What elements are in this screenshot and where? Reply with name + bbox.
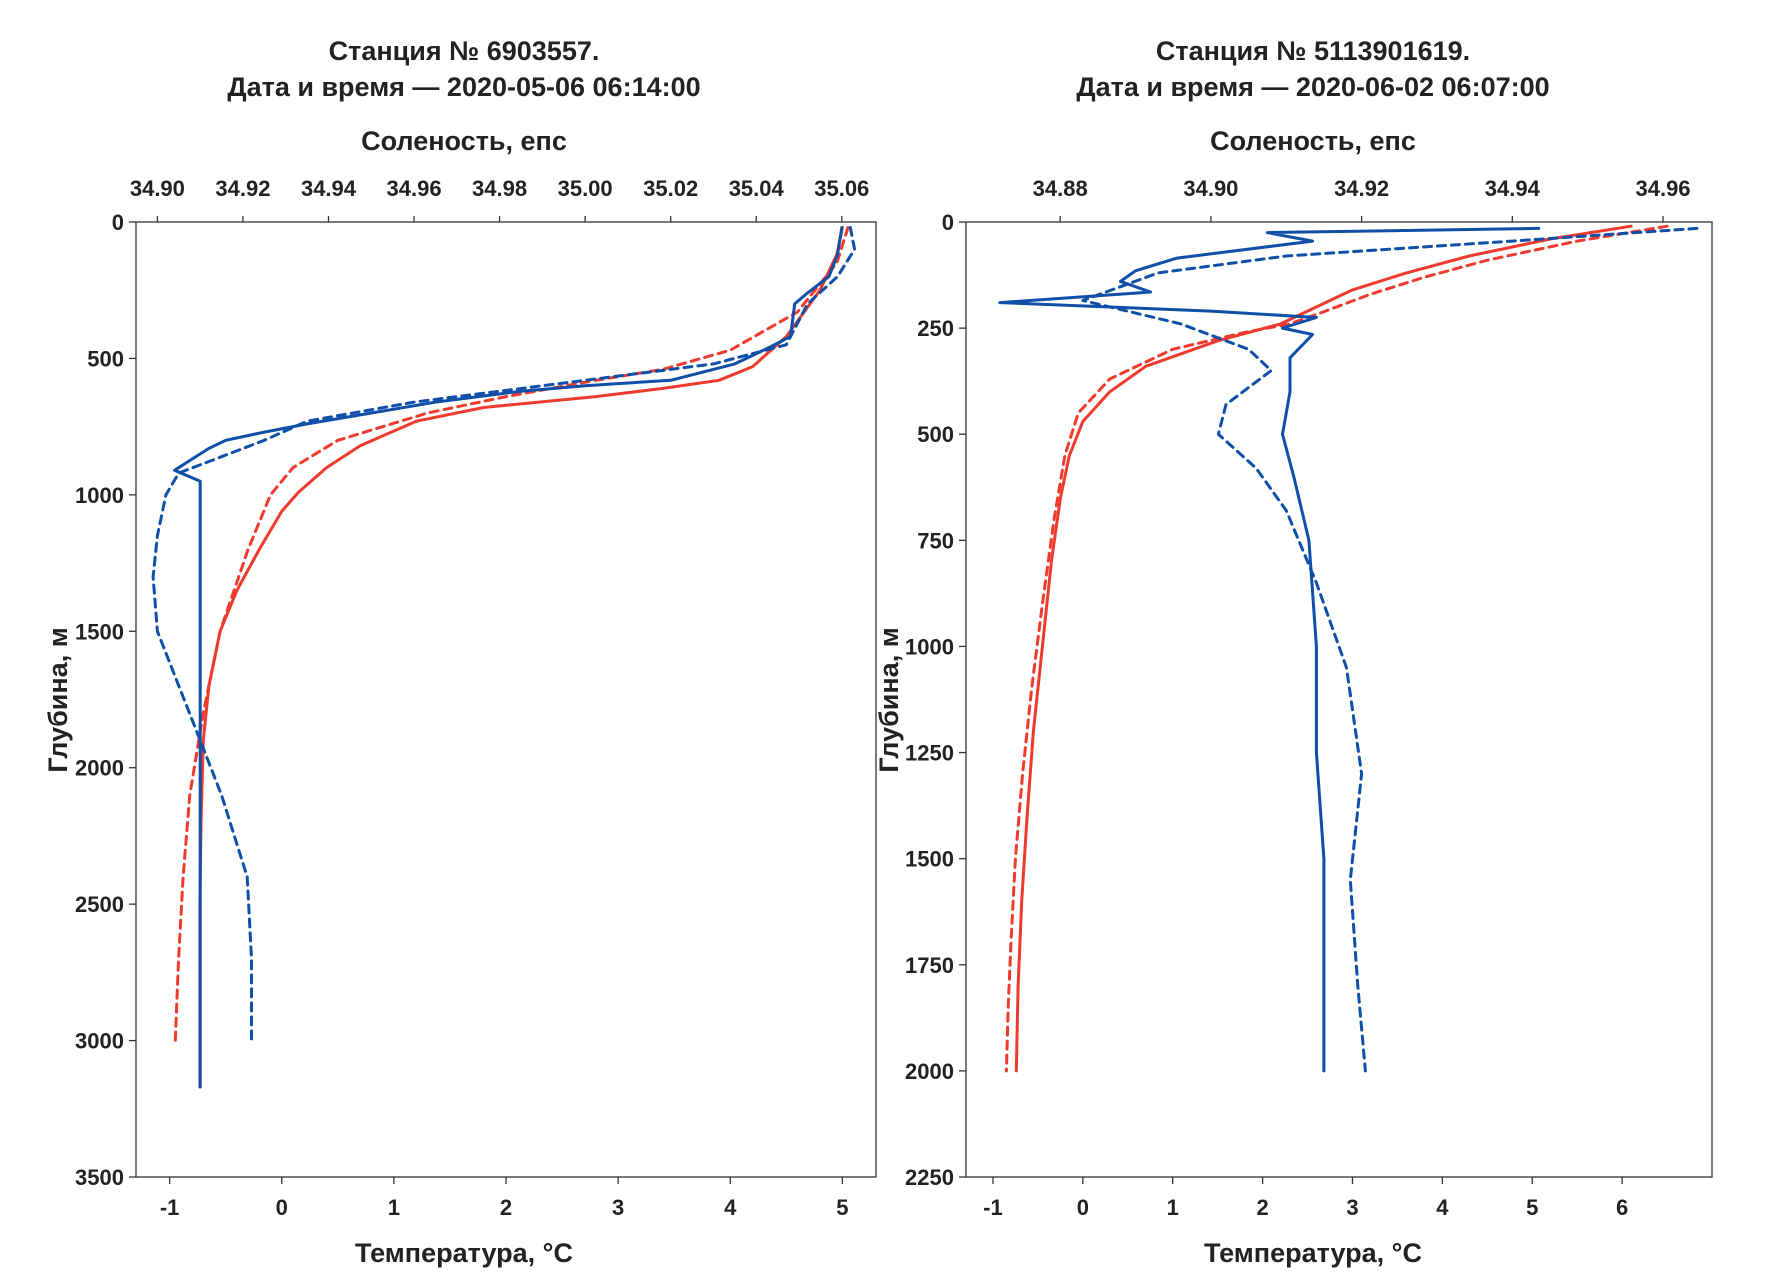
chart-right-series (998, 224, 1699, 1073)
chart-left-depth-tick-label: 1000 (75, 483, 124, 508)
chart-right-plot-frame (965, 221, 1713, 1178)
chart-right-title-line2: Дата и время — 2020-06-02 06:07:00 (1076, 72, 1549, 102)
chart-right-depth-tick-label: 2250 (905, 1165, 954, 1190)
chart-right-depth-tick-label: 1500 (905, 847, 954, 872)
chart-left-title-line1: Станция № 6903557. (329, 36, 600, 66)
chart-left-salinity-tick-label: 35.02 (643, 176, 698, 201)
chart-left-temperature-tick-label: 4 (724, 1195, 737, 1220)
chart-left-ticks: 0 500 1000 1500 2000 2500 3000 3500 -1 0 1 2 3 4 5 34.9… (75, 176, 869, 1220)
chart-right-depth-tick-label: 1000 (905, 634, 954, 659)
chart-left-series (151, 226, 857, 1089)
chart-left-depth-tick-label: 3000 (75, 1029, 124, 1054)
chart-right-depth-tick-label: 2000 (905, 1059, 954, 1084)
chart-right-depth-axis-label: Глубина, м (874, 627, 904, 772)
chart-right-salinity-tick-label: 34.96 (1635, 176, 1690, 201)
chart-right-temperature-tick-label: 5 (1526, 1195, 1538, 1220)
chart-right-ticks: 0 250 500 750 1000 1250 1500 1750 2000 2250 -1 0 1 2 3… (905, 176, 1691, 1220)
chart-left-temperature-tick-label: 1 (388, 1195, 400, 1220)
chart-right-temperature-tick-label: 0 (1077, 1195, 1089, 1220)
chart-left-salinity-dashed-line (151, 226, 857, 1045)
chart-left-temperature-axis-label: Температура, °C (355, 1238, 573, 1268)
chart-left-temperature-tick-label: 2 (500, 1195, 512, 1220)
chart-left-depth-tick-label: 1500 (75, 619, 124, 644)
chart-right-depth-tick-label: 0 (942, 210, 954, 235)
chart-left-temperature-tick-label: -1 (160, 1195, 180, 1220)
chart-left-plot-frame (135, 221, 877, 1178)
chart-left-depth-tick-label: 2000 (75, 756, 124, 781)
chart-left-temperature-tick-label: 5 (836, 1195, 848, 1220)
chart-right-salinity-dashed-line (1081, 226, 1699, 1073)
chart-left-temperature-tick-label: 3 (612, 1195, 624, 1220)
chart-right-title-line1: Станция № 5113901619. (1156, 36, 1470, 66)
chart-right-temperature-tick-label: 2 (1256, 1195, 1268, 1220)
chart-left-salinity-tick-label: 34.94 (301, 176, 357, 201)
chart-left-depth-tick-label: 0 (112, 210, 124, 235)
chart-right-salinity-axis-label: Соленость, епс (1210, 126, 1416, 156)
chart-right-temperature-tick-label: 6 (1616, 1195, 1628, 1220)
chart-left: Станция № 6903557. Дата и время — 2020-0… (43, 36, 877, 1268)
chart-left-salinity-tick-label: 35.00 (558, 176, 613, 201)
chart-left-temperature-tick-label: 0 (276, 1195, 288, 1220)
chart-left-depth-tick-label: 500 (87, 346, 124, 371)
chart-left-depth-axis-label: Глубина, м (43, 627, 73, 772)
chart-right-depth-tick-label: 500 (917, 422, 954, 447)
chart-left-salinity-tick-label: 34.92 (215, 176, 270, 201)
chart-right-temperature-solid-line (1014, 224, 1633, 1073)
chart-left-salinity-solid-line (173, 226, 844, 1089)
chart-right-salinity-solid-line (998, 226, 1541, 1073)
chart-right-depth-tick-label: 750 (917, 528, 954, 553)
chart-right-temperature-tick-label: 4 (1436, 1195, 1449, 1220)
chart-right: Станция № 5113901619. Дата и время — 202… (874, 36, 1713, 1268)
chart-left-salinity-tick-label: 34.96 (387, 176, 442, 201)
chart-right-temperature-tick-label: 3 (1346, 1195, 1358, 1220)
chart-right-salinity-tick-label: 34.90 (1183, 176, 1238, 201)
chart-right-depth-tick-label: 1750 (905, 953, 954, 978)
chart-right-salinity-tick-label: 34.92 (1334, 176, 1389, 201)
chart-right-salinity-tick-label: 34.94 (1485, 176, 1541, 201)
chart-right-temperature-axis-label: Температура, °C (1204, 1238, 1422, 1268)
chart-left-depth-tick-label: 2500 (75, 892, 124, 917)
chart-left-salinity-axis-label: Соленость, епс (361, 126, 567, 156)
chart-left-salinity-tick-label: 34.98 (472, 176, 527, 201)
chart-left-depth-tick-label: 3500 (75, 1165, 124, 1190)
chart-right-depth-tick-label: 250 (917, 316, 954, 341)
chart-left-salinity-tick-label: 34.90 (130, 176, 185, 201)
chart-right-temperature-tick-label: 1 (1167, 1195, 1179, 1220)
chart-left-title-line2: Дата и время — 2020-05-06 06:14:00 (227, 72, 700, 102)
chart-right-depth-tick-label: 1250 (905, 741, 954, 766)
chart-right-temperature-tick-label: -1 (983, 1195, 1003, 1220)
chart-left-salinity-tick-label: 35.06 (814, 176, 869, 201)
chart-right-salinity-tick-label: 34.88 (1033, 176, 1088, 201)
chart-left-temperature-dashed-line (173, 226, 850, 1045)
chart-left-salinity-tick-label: 35.04 (729, 176, 785, 201)
chart-right-temperature-dashed-line (1004, 224, 1669, 1073)
